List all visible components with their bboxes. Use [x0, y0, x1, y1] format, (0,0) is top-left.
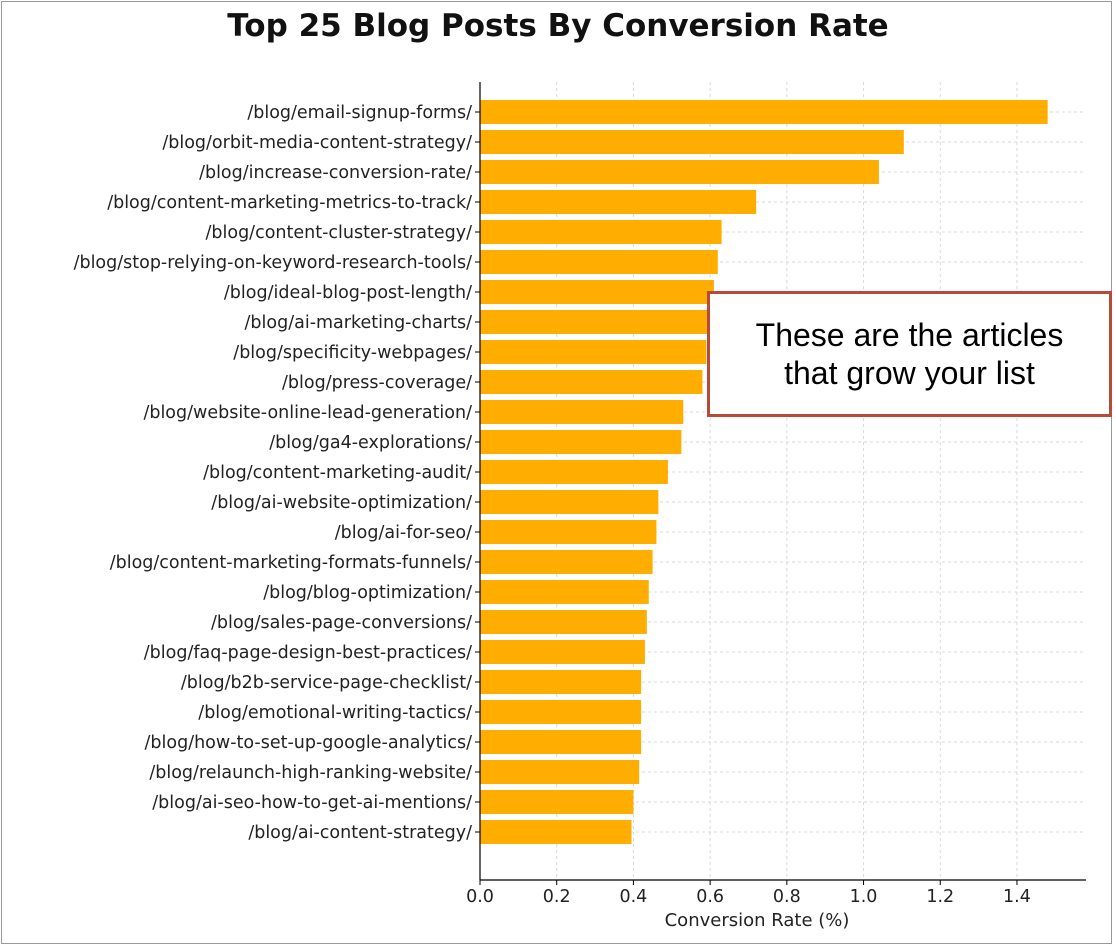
bar-5: [480, 220, 722, 244]
bar-22: [480, 730, 642, 754]
x-axis-label: Conversion Rate (%): [665, 910, 850, 931]
category-label: /blog/ai-marketing-charts/: [245, 313, 473, 333]
x-tick-label: 0.4: [619, 887, 647, 907]
bar-7: [480, 280, 714, 304]
callout-box: These are the articles that grow your li…: [707, 291, 1112, 417]
category-label: /blog/ai-website-optimization/: [211, 493, 472, 513]
x-tick-label: 0.2: [543, 887, 571, 907]
bar-21: [480, 700, 642, 724]
category-label: /blog/blog-optimization/: [263, 583, 472, 603]
bar-24: [480, 790, 634, 814]
bar-11: [480, 400, 684, 424]
bars: [480, 100, 1048, 844]
x-tick-label: 1.0: [850, 887, 878, 907]
category-label: /blog/content-marketing-audit/: [203, 463, 472, 483]
category-label: /blog/how-to-set-up-google-analytics/: [145, 733, 473, 753]
category-label: /blog/ga4-explorations/: [269, 433, 472, 453]
category-label: /blog/b2b-service-page-checklist/: [181, 673, 472, 693]
category-label: /blog/ai-for-seo/: [335, 523, 472, 543]
bar-8: [480, 310, 711, 334]
x-tick-label: 0.0: [466, 887, 494, 907]
bar-17: [480, 580, 649, 604]
bar-13: [480, 460, 668, 484]
chart-title: Top 25 Blog Posts By Conversion Rate: [227, 8, 889, 44]
bar-16: [480, 550, 653, 574]
category-labels: /blog/email-signup-forms/ /blog/orbit-med…: [74, 103, 473, 843]
category-label: /blog/content-cluster-strategy/: [206, 223, 473, 243]
category-label: /blog/specificity-webpages/: [233, 343, 472, 363]
category-label: /blog/email-signup-forms/: [247, 103, 472, 123]
bar-10: [480, 370, 703, 394]
x-tick-label: 0.6: [696, 887, 724, 907]
bar-19: [480, 640, 645, 664]
category-label: /blog/ai-seo-how-to-get-ai-mentions/: [152, 793, 472, 813]
x-tick-label: 1.2: [926, 887, 954, 907]
category-label: /blog/emotional-writing-tactics/: [198, 703, 472, 723]
category-label: /blog/faq-page-design-best-practices/: [144, 643, 472, 663]
category-label: /blog/content-marketing-formats-funnels/: [110, 553, 472, 573]
bar-4: [480, 190, 757, 214]
x-tick-labels: 0.0 0.2 0.4 0.6 0.8 1.0 1.2 1.4: [466, 887, 1031, 907]
category-label: /blog/website-online-lead-generation/: [143, 403, 472, 423]
category-label: /blog/content-marketing-metrics-to-track…: [107, 193, 472, 213]
bar-9: [480, 340, 707, 364]
bar-15: [480, 520, 657, 544]
x-tick-label: 1.4: [1003, 887, 1031, 907]
bar-12: [480, 430, 682, 454]
bar-2: [480, 130, 904, 154]
bar-20: [480, 670, 642, 694]
x-tick-label: 0.8: [773, 887, 801, 907]
category-label: /blog/ideal-blog-post-length/: [224, 283, 472, 303]
category-label: /blog/stop-relying-on-keyword-research-t…: [74, 253, 473, 273]
category-label: /blog/orbit-media-content-strategy/: [162, 133, 472, 153]
category-label: /blog/sales-page-conversions/: [211, 613, 472, 633]
category-label: /blog/relaunch-high-ranking-website/: [149, 763, 472, 783]
category-label: /blog/increase-conversion-rate/: [199, 163, 472, 183]
bar-23: [480, 760, 640, 784]
bar-18: [480, 610, 647, 634]
bar-25: [480, 820, 632, 844]
category-label: /blog/press-coverage/: [282, 373, 472, 393]
axes: [475, 82, 1086, 885]
bar-3: [480, 160, 879, 184]
category-label: /blog/ai-content-strategy/: [248, 823, 472, 843]
bar-14: [480, 490, 659, 514]
bar-1: [480, 100, 1048, 124]
bar-6: [480, 250, 718, 274]
